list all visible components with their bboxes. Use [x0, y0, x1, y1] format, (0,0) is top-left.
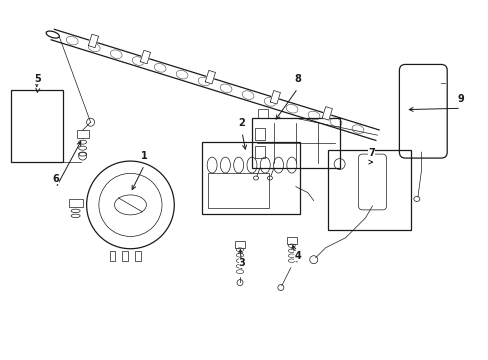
Text: 7: 7 — [367, 148, 374, 158]
Polygon shape — [205, 71, 215, 84]
Bar — [258, 109, 267, 118]
Bar — [77, 130, 88, 138]
Polygon shape — [322, 107, 332, 120]
Polygon shape — [88, 34, 99, 48]
Bar — [234, 241, 245, 248]
Bar — [254, 146, 264, 158]
Text: 9: 9 — [457, 94, 464, 104]
Bar — [286, 237, 296, 244]
Polygon shape — [270, 90, 280, 104]
Bar — [122, 251, 128, 261]
Bar — [254, 128, 264, 140]
Bar — [202, 142, 299, 214]
Bar — [11, 90, 62, 162]
Bar — [327, 150, 410, 230]
Text: 4: 4 — [294, 251, 301, 261]
Bar — [251, 118, 339, 168]
Polygon shape — [140, 50, 150, 64]
Bar — [109, 251, 115, 261]
Text: 3: 3 — [238, 258, 245, 268]
Text: 8: 8 — [294, 75, 301, 84]
Bar — [68, 199, 82, 207]
Text: 6: 6 — [52, 174, 59, 184]
Text: 5: 5 — [34, 75, 41, 84]
Bar — [208, 174, 268, 208]
Text: 2: 2 — [238, 118, 245, 128]
Bar — [135, 251, 141, 261]
Text: 1: 1 — [141, 151, 147, 161]
